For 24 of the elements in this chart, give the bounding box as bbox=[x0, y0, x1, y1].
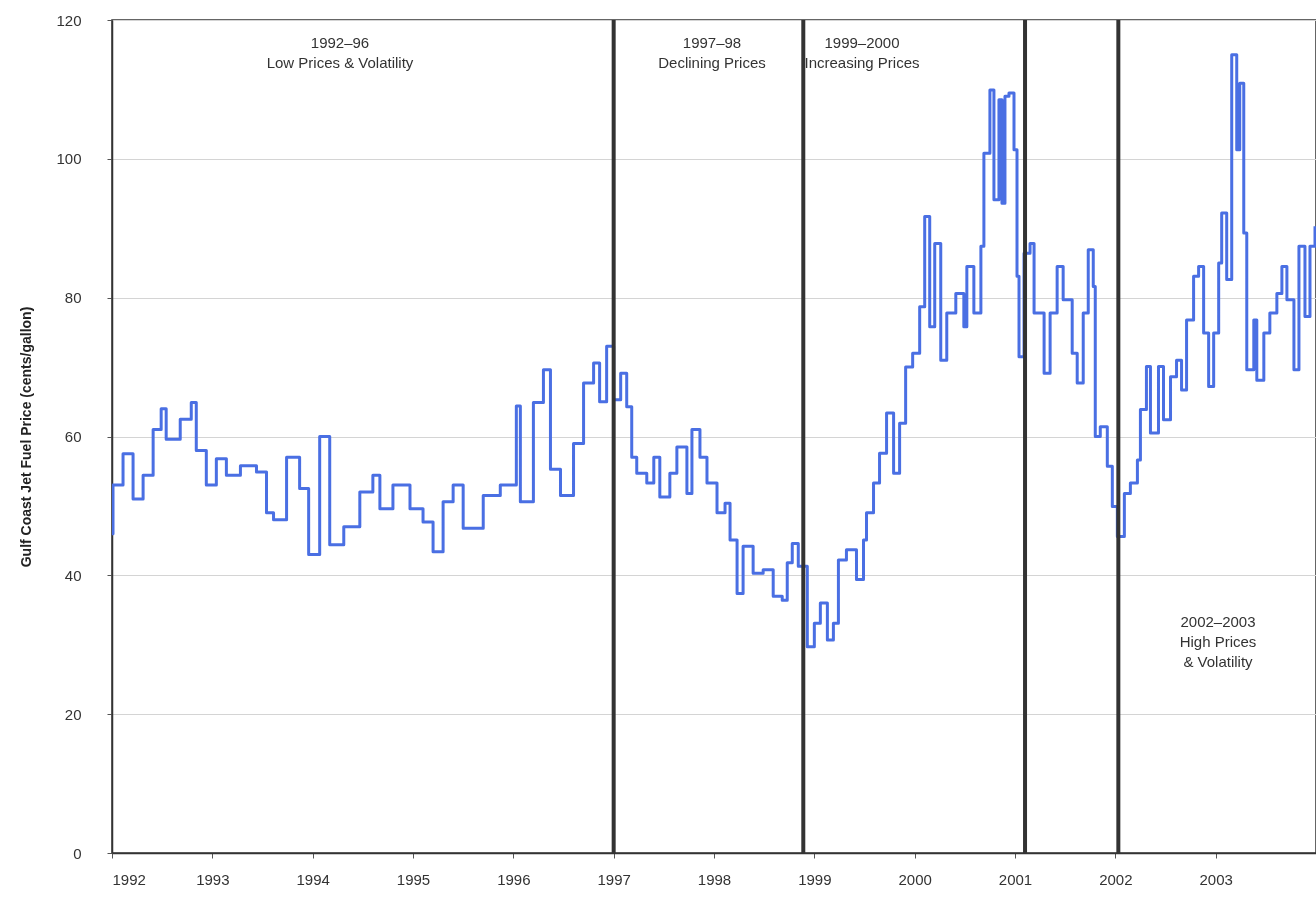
annotation: 1997–98 Declining Prices bbox=[658, 34, 766, 71]
y-tick-label: 0 bbox=[73, 844, 82, 862]
annotation: 2002–2003 High Prices & Volatility bbox=[1179, 613, 1257, 670]
x-tick-label: 1999 bbox=[798, 870, 832, 888]
x-tick-label: 1995 bbox=[396, 870, 431, 888]
x-tick-label: 1994 bbox=[296, 870, 330, 888]
annotation: 1992–96 Low Prices & Volatility bbox=[266, 34, 414, 71]
y-tick-label: 60 bbox=[64, 428, 82, 445]
x-tick-label: 1992 bbox=[112, 870, 146, 888]
x-tick-label: 1996 bbox=[497, 870, 531, 888]
y-tick-label: 40 bbox=[64, 566, 82, 584]
y-tick-label: 20 bbox=[64, 705, 82, 723]
x-tick-label: 1993 bbox=[196, 870, 230, 888]
x-tick-label: 2002 bbox=[1099, 870, 1133, 888]
x-tick-label: 1998 bbox=[697, 870, 732, 888]
y-tick-label: 100 bbox=[56, 150, 82, 168]
x-tick-label: 1997 bbox=[597, 870, 631, 888]
y-tick-label: 80 bbox=[64, 289, 82, 307]
x-tick-label: 2003 bbox=[1199, 870, 1233, 888]
annotation: 1999–2000 Increasing Prices bbox=[804, 34, 920, 71]
x-tick-label: 2001 bbox=[998, 870, 1033, 888]
x-tick-label: 2000 bbox=[898, 870, 932, 888]
y-tick-label: 120 bbox=[56, 11, 82, 29]
y-axis-title: Gulf Coast Jet Fuel Price (cents/gallon) bbox=[18, 306, 35, 568]
